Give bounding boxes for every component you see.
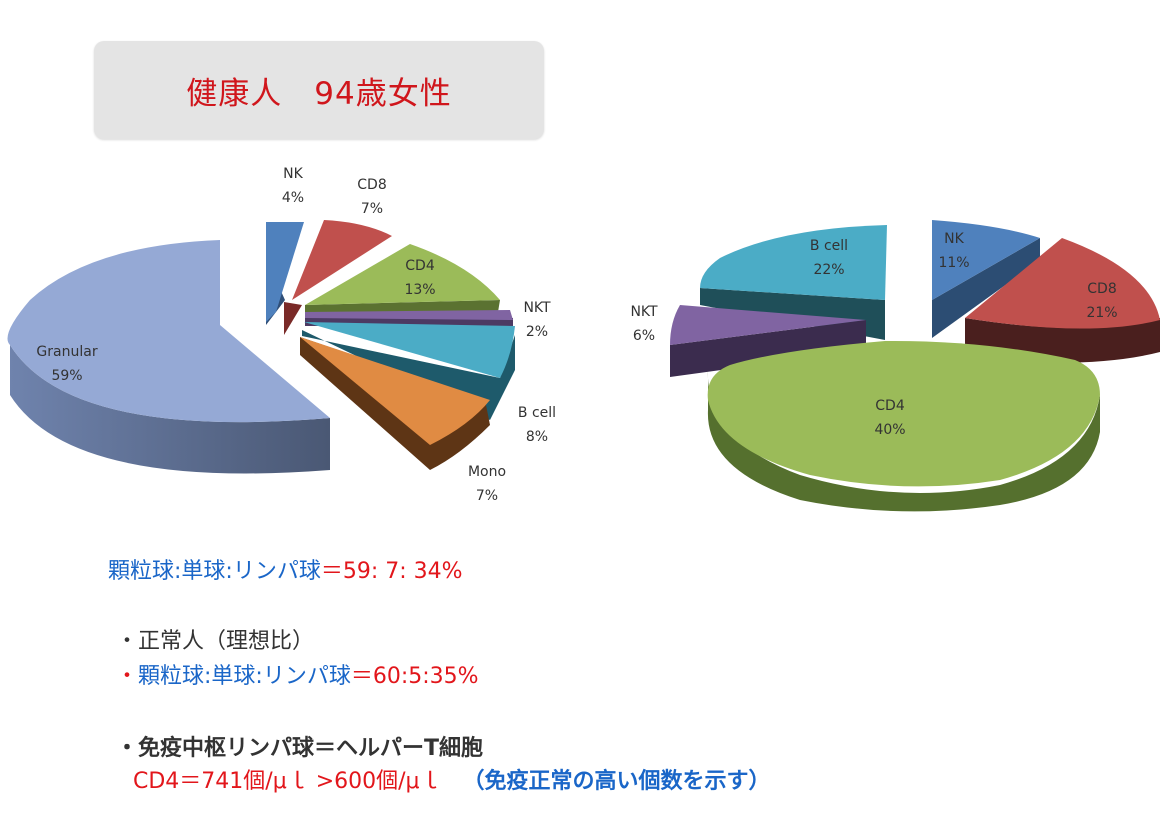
pie1-slice-bcell bbox=[304, 322, 515, 378]
pie1-slice-mono bbox=[300, 337, 490, 445]
pie1-value-cd8: 7% bbox=[361, 201, 383, 217]
pie1-label-nk: NK bbox=[283, 166, 303, 182]
pie2-slice-cd8 bbox=[965, 238, 1160, 329]
pie-charts: NK 4% CD8 7% CD4 13% NKT 2% B cell 8% Mo… bbox=[7, 166, 1160, 512]
ratio-line-2: ・顆粒球:単球:リンパ球＝60:5:35% bbox=[116, 658, 479, 690]
pie1-value-nkt: 2% bbox=[526, 324, 548, 340]
pie2-label-cd4: CD4 bbox=[875, 398, 905, 414]
pie2-value-nk: 11% bbox=[938, 255, 969, 271]
ratio1-value: ＝59: 7: 34% bbox=[320, 559, 463, 584]
pie2-value-bcell: 22% bbox=[813, 262, 844, 278]
pie1-slice-granular-side bbox=[10, 345, 330, 474]
pie2-value-nkt: 6% bbox=[633, 328, 655, 344]
ratio1-label: 顆粒球:単球:リンパ球 bbox=[108, 559, 321, 584]
pie1-label-nkt: NKT bbox=[523, 300, 551, 316]
pie1-label-granular: Granular bbox=[36, 344, 97, 360]
pie2-slice-cd4 bbox=[707, 340, 1100, 487]
pie1-slice-cd8-side bbox=[284, 302, 302, 335]
pie1-slice-cd4 bbox=[305, 244, 500, 305]
pie2-label-nk: NK bbox=[944, 231, 964, 247]
pie1-value-mono: 7% bbox=[476, 488, 498, 504]
pie1-label-cd8: CD8 bbox=[357, 177, 386, 193]
normal-heading: ・正常人（理想比） bbox=[116, 629, 315, 654]
cd4-count: CD4＝741個/μｌ >600個/μｌ bbox=[133, 769, 442, 794]
cd4-note: （免疫正常の高い個数を示す） bbox=[462, 769, 771, 794]
pie1-label-bcell: B cell bbox=[518, 405, 556, 421]
pie1-slice-cd8 bbox=[292, 220, 392, 300]
pie1-value-granular: 59% bbox=[51, 368, 82, 384]
ratio2-label: 顆粒球:単球:リンパ球 bbox=[138, 664, 351, 689]
pie2-value-cd4: 40% bbox=[874, 422, 905, 438]
title-box: 健康人 94歳女性 bbox=[94, 41, 544, 139]
pie1-slice-granular bbox=[7, 240, 330, 423]
pie1-value-bcell: 8% bbox=[526, 429, 548, 445]
pie2-slice-bcell bbox=[700, 225, 887, 300]
ratio2-value: ＝60:5:35% bbox=[350, 664, 479, 689]
pie1-slice-nkt bbox=[305, 310, 513, 320]
pie2-slice-nkt-side bbox=[670, 320, 866, 377]
pie2-slice-nk-side bbox=[932, 238, 1040, 338]
cd4-line: CD4＝741個/μｌ >600個/μｌ （免疫正常の高い個数を示す） bbox=[133, 763, 771, 795]
pie2-slice-nk bbox=[932, 220, 1040, 300]
pie2-label-bcell: B cell bbox=[810, 238, 848, 254]
pie1-label-mono: Mono bbox=[468, 464, 506, 480]
pie2-label-nkt: NKT bbox=[630, 304, 658, 320]
helper-line: ・免疫中枢リンパ球＝ヘルパーT細胞 bbox=[116, 736, 484, 761]
page-title: 健康人 94歳女性 bbox=[186, 75, 452, 112]
ratio-line-1: 顆粒球:単球:リンパ球＝59: 7: 34% bbox=[108, 553, 463, 585]
pie1-slice-nk bbox=[266, 222, 304, 322]
pie1-value-cd4: 13% bbox=[404, 282, 435, 298]
pie1-value-nk: 4% bbox=[282, 190, 304, 206]
pie2-label-cd8: CD8 bbox=[1087, 281, 1116, 297]
pie1-label-cd4: CD4 bbox=[405, 258, 435, 274]
bullet: ・ bbox=[116, 664, 139, 689]
pie2-value-cd8: 21% bbox=[1086, 305, 1117, 321]
pie2-slice-nkt bbox=[670, 305, 866, 345]
